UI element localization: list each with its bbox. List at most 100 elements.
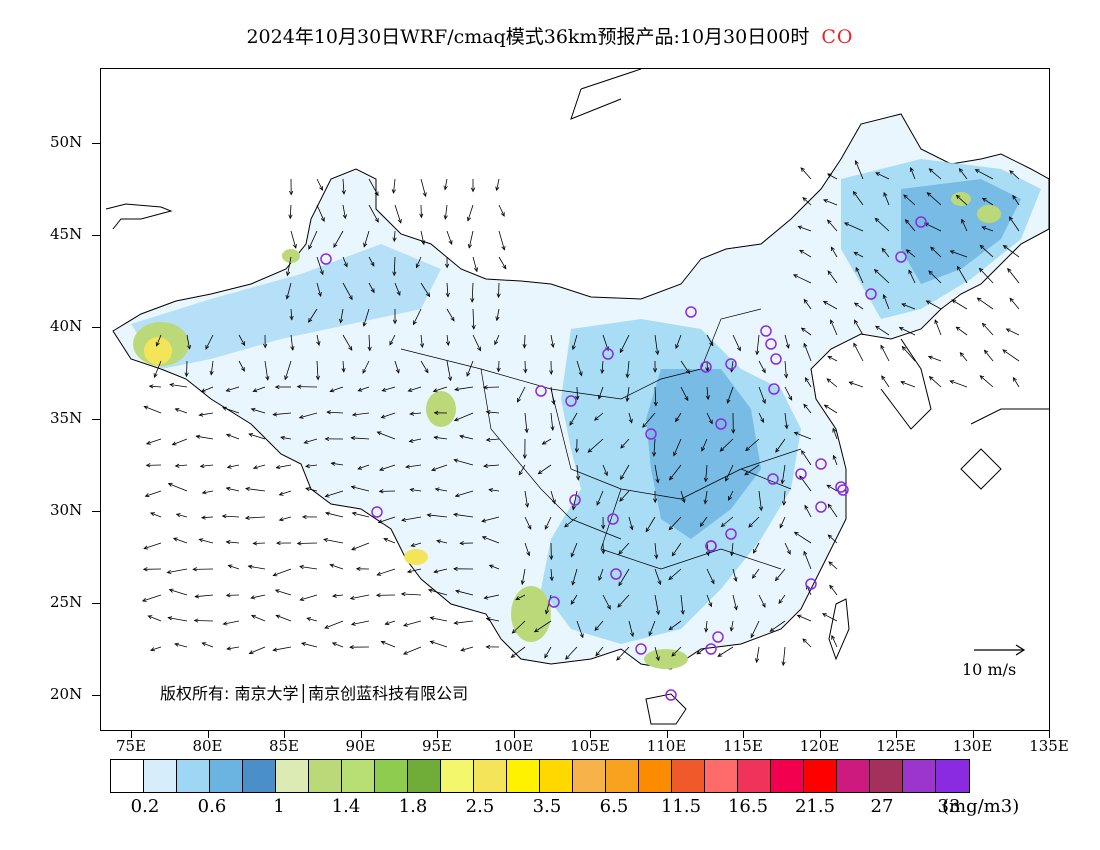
wind-arrow bbox=[409, 438, 422, 442]
wind-arrow-head bbox=[793, 431, 799, 436]
wind-reference-vector: 10 m/s bbox=[960, 640, 1050, 690]
wind-arrow-head bbox=[421, 240, 426, 246]
wind-arrow bbox=[801, 327, 812, 336]
station-marker-icon bbox=[569, 494, 581, 506]
wind-arrow bbox=[148, 615, 162, 622]
wind-arrow-head bbox=[652, 452, 657, 457]
wind-arrow bbox=[459, 435, 474, 440]
wind-arrow-head bbox=[471, 325, 476, 330]
wind-arrow-head bbox=[454, 387, 460, 392]
wind-arrow bbox=[403, 620, 422, 626]
wind-arrow-head bbox=[168, 588, 174, 593]
wind-arrow-head bbox=[601, 524, 606, 530]
wind-arrow-head bbox=[383, 538, 389, 542]
legend-swatch bbox=[210, 760, 243, 792]
wind-arrow-head bbox=[551, 400, 556, 405]
wind-arrow-head bbox=[974, 169, 980, 174]
wind-arrow bbox=[427, 514, 448, 518]
station-marker-icon bbox=[685, 306, 697, 318]
wind-arrow bbox=[156, 334, 162, 347]
latitude-tick bbox=[92, 419, 100, 420]
wind-arrow bbox=[930, 246, 942, 258]
wind-arrow-head bbox=[299, 597, 305, 601]
wind-arrow bbox=[199, 412, 214, 416]
wind-arrow-head bbox=[852, 190, 858, 196]
wind-arrow bbox=[284, 360, 292, 380]
wind-arrow-head bbox=[550, 343, 555, 349]
wind-arrow-head bbox=[193, 618, 199, 623]
map-panel bbox=[100, 68, 1050, 731]
wind-arrow bbox=[517, 386, 526, 403]
wind-arrow-head bbox=[425, 292, 431, 298]
wind-arrow bbox=[595, 646, 604, 656]
wind-arrow-head bbox=[377, 519, 383, 524]
wind-arrow-head bbox=[444, 263, 450, 269]
wind-arrow bbox=[900, 381, 916, 388]
wind-arrow-head bbox=[761, 603, 766, 608]
wind-arrow bbox=[793, 274, 812, 284]
wind-arrow-head bbox=[305, 487, 310, 492]
wind-arrow-head bbox=[415, 263, 420, 269]
wind-arrow-head bbox=[961, 218, 966, 224]
wind-arrow-head bbox=[308, 318, 313, 323]
wind-arrow-head bbox=[926, 192, 932, 197]
wind-arrow bbox=[782, 646, 786, 666]
wind-arrow bbox=[828, 561, 838, 570]
wind-arrow-head bbox=[803, 550, 808, 556]
wind-arrow-head bbox=[803, 298, 808, 304]
wind-arrow bbox=[150, 512, 162, 518]
wind-arrow-head bbox=[545, 609, 550, 615]
longitude-label: 125E bbox=[876, 737, 916, 755]
wind-arrow bbox=[472, 334, 481, 351]
wind-arrow-head bbox=[522, 343, 527, 349]
wind-arrow-head bbox=[523, 368, 528, 374]
wind-arrow-head bbox=[453, 620, 459, 625]
wind-arrow-head bbox=[221, 514, 227, 519]
reference-arrow-icon bbox=[974, 644, 1026, 656]
wind-arrow-head bbox=[292, 244, 297, 249]
wind-arrow-head bbox=[832, 427, 837, 433]
wind-arrow bbox=[389, 334, 396, 345]
wind-arrow bbox=[602, 464, 608, 476]
wind-arrow-head bbox=[350, 621, 356, 626]
wind-arrow bbox=[308, 308, 318, 323]
wind-arrow-head bbox=[167, 616, 173, 621]
wind-arrow bbox=[901, 346, 916, 362]
wind-arrow bbox=[534, 620, 552, 633]
station-marker-icon bbox=[715, 418, 727, 430]
wind-arrow-head bbox=[578, 371, 583, 377]
wind-arrow bbox=[251, 408, 266, 414]
wind-arrow bbox=[223, 620, 240, 625]
wind-arrow-head bbox=[792, 274, 798, 279]
wind-arrow-head bbox=[821, 613, 827, 618]
wind-arrow-head bbox=[481, 518, 486, 523]
wind-arrow-head bbox=[642, 423, 647, 428]
wind-arrow-head bbox=[799, 249, 804, 254]
wind-arrow-head bbox=[703, 499, 708, 505]
legend-swatch bbox=[738, 760, 771, 792]
wind-arrow-head bbox=[419, 343, 425, 349]
wind-arrow-head bbox=[467, 243, 473, 249]
wind-arrow bbox=[783, 490, 786, 506]
wind-arrow-head bbox=[343, 262, 348, 268]
legend-swatch bbox=[771, 760, 804, 792]
wind-arrow bbox=[351, 542, 370, 551]
wind-arrow bbox=[460, 646, 474, 651]
wind-arrow-head bbox=[783, 373, 789, 379]
wind-arrow bbox=[853, 343, 864, 362]
wind-arrow bbox=[306, 617, 318, 622]
latitude-tick bbox=[92, 143, 100, 144]
wind-arrow-head bbox=[645, 527, 650, 533]
wind-arrow-head bbox=[616, 656, 621, 661]
wind-arrow bbox=[150, 646, 162, 651]
wind-arrow bbox=[542, 438, 552, 445]
wind-arrow-head bbox=[903, 194, 908, 199]
wind-arrow bbox=[758, 412, 764, 423]
wind-arrow bbox=[854, 320, 864, 336]
legend-label: 0.6 bbox=[197, 796, 227, 817]
wind-arrow-head bbox=[619, 348, 624, 354]
legend-swatch bbox=[903, 760, 936, 792]
wind-arrow bbox=[174, 643, 188, 648]
wind-arrow-head bbox=[551, 499, 556, 505]
wind-arrow-head bbox=[564, 523, 569, 528]
